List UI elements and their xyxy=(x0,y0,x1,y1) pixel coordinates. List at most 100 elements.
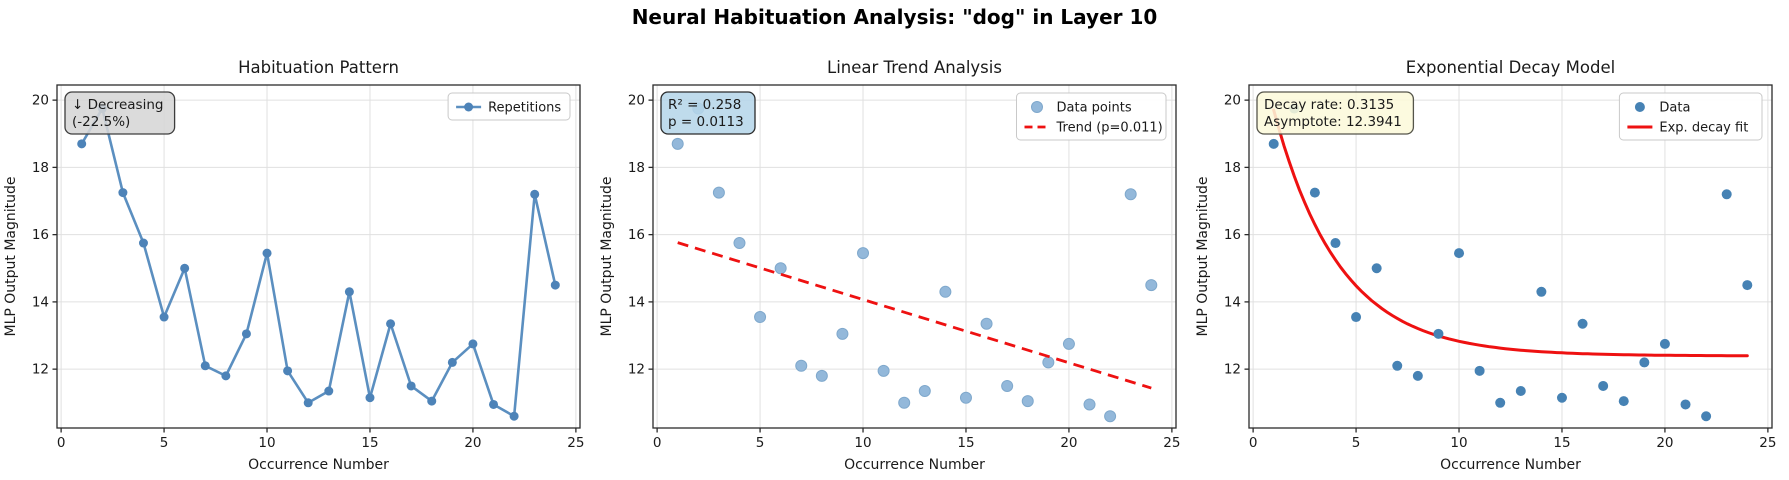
data-point xyxy=(1145,279,1158,292)
x-tick-label: 15 xyxy=(957,435,974,451)
data-point xyxy=(1021,395,1034,408)
legend: Data points Trend (p=0.011) xyxy=(1016,92,1167,141)
data-point xyxy=(509,411,519,421)
habituation-pattern-chart: 0 5 10 15 20 25 12 14 16 18 20 Habituation Pattern O… xyxy=(3,58,584,473)
data-point xyxy=(1474,365,1485,376)
data-point xyxy=(1598,380,1609,391)
x-axis-label: Occurrence Number xyxy=(248,457,389,473)
data-point xyxy=(303,398,313,408)
data-point xyxy=(980,317,993,330)
y-tick-label: 20 xyxy=(628,93,645,109)
data-point xyxy=(159,312,169,322)
axis-ticks: 0 5 10 15 20 25 12 14 16 18 20 xyxy=(1224,93,1777,451)
x-tick-label: 15 xyxy=(1553,435,1570,451)
data-point xyxy=(939,285,952,298)
legend-handle-marker xyxy=(1634,102,1645,112)
data-point xyxy=(1371,263,1382,274)
x-tick-label: 20 xyxy=(1060,435,1077,451)
subplot-title: Habituation Pattern xyxy=(238,58,399,77)
data-series xyxy=(77,104,560,421)
annotation-box xyxy=(64,91,176,135)
data-point xyxy=(671,137,684,150)
data-point xyxy=(447,357,457,367)
data-point xyxy=(138,238,148,248)
data-point xyxy=(550,280,560,290)
y-tick-label: 12 xyxy=(32,362,49,378)
y-tick-label: 20 xyxy=(32,93,49,109)
legend-box xyxy=(447,92,571,121)
x-tick-label: 25 xyxy=(567,435,584,451)
legend-handle-marker xyxy=(1031,101,1043,113)
data-series xyxy=(1268,103,1753,422)
axis-ticks: 0 5 10 15 20 25 12 14 16 18 20 xyxy=(628,93,1181,451)
data-point xyxy=(877,364,890,377)
data-point xyxy=(712,186,725,199)
data-point xyxy=(918,385,931,398)
y-tick-label: 16 xyxy=(1224,227,1241,243)
data-point xyxy=(857,247,870,260)
data-point xyxy=(1268,138,1279,149)
x-axis-label: Occurrence Number xyxy=(1440,457,1581,473)
y-tick-label: 14 xyxy=(628,294,645,310)
data-point xyxy=(1515,386,1526,397)
data-series xyxy=(671,102,1158,423)
x-tick-label: 20 xyxy=(464,435,481,451)
data-point xyxy=(1742,280,1753,291)
legend-label: Repetitions xyxy=(488,101,561,116)
data-point xyxy=(344,287,354,297)
data-point xyxy=(1577,318,1588,329)
data-point xyxy=(795,359,808,372)
annotation: ↓ Decreasing(-22.5%) xyxy=(64,91,176,135)
linear-trend-chart: 0 5 10 15 20 25 12 14 16 18 20 Linear Trend Analysi… xyxy=(599,58,1181,473)
data-point xyxy=(1556,392,1567,403)
data-point xyxy=(324,386,334,396)
data-point xyxy=(200,361,210,371)
data-point xyxy=(1309,187,1320,198)
figure-title: Neural Habituation Analysis: "dog" in La… xyxy=(631,5,1158,29)
trend-line xyxy=(677,241,1152,390)
data-point xyxy=(77,139,87,149)
data-point xyxy=(1618,396,1629,407)
y-tick-label: 14 xyxy=(32,294,49,310)
data-point xyxy=(1659,338,1670,349)
data-point xyxy=(774,262,787,275)
annotation-line: (-22.5%) xyxy=(72,114,130,130)
y-tick-label: 14 xyxy=(1224,294,1241,310)
data-point xyxy=(241,329,251,339)
data-point xyxy=(1495,397,1506,408)
series-line xyxy=(80,107,557,418)
data-point xyxy=(1042,356,1055,369)
y-tick-label: 16 xyxy=(628,227,645,243)
data-point xyxy=(530,189,540,199)
y-tick-label: 18 xyxy=(628,160,645,176)
x-tick-label: 25 xyxy=(1163,435,1180,451)
data-point xyxy=(1536,286,1547,297)
data-point xyxy=(386,319,396,329)
x-tick-label: 5 xyxy=(1352,435,1361,451)
grid xyxy=(57,85,580,428)
legend-label: Data xyxy=(1659,101,1690,116)
data-point xyxy=(1433,328,1444,339)
annotation-line: R² = 0.258 xyxy=(668,97,741,113)
annotation-line: p = 0.0113 xyxy=(668,114,744,130)
grid xyxy=(1249,85,1772,428)
x-tick-label: 0 xyxy=(1249,435,1258,451)
y-tick-label: 18 xyxy=(32,160,49,176)
plot-border xyxy=(56,84,581,429)
data-point xyxy=(836,327,849,340)
x-tick-label: 10 xyxy=(258,435,275,451)
annotation-box xyxy=(1256,91,1415,135)
data-point xyxy=(1721,189,1732,200)
data-point xyxy=(1330,238,1341,249)
legend-box xyxy=(1016,92,1167,141)
y-tick-label: 20 xyxy=(1224,93,1241,109)
fit-curve xyxy=(1272,108,1749,358)
plot-border xyxy=(1248,84,1773,429)
legend-label: Trend (p=0.011) xyxy=(1056,121,1163,136)
data-point xyxy=(1454,248,1465,259)
data-point xyxy=(1639,357,1650,368)
subplot-title: Linear Trend Analysis xyxy=(827,58,1002,77)
